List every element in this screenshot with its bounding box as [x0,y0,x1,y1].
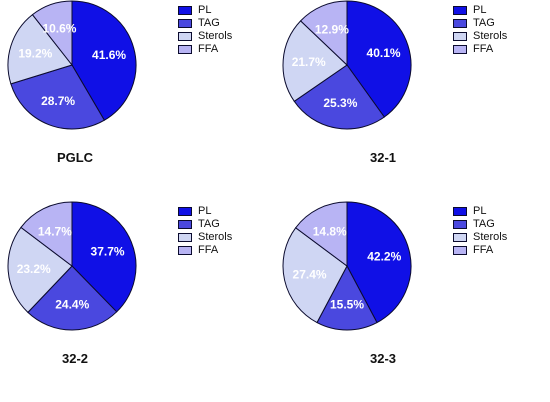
slice-label-tag: 25.3% [323,96,357,110]
legend-label: TAG [198,218,220,230]
slice-label-pl: 40.1% [367,46,401,60]
slice-label-pl: 42.2% [367,250,401,264]
legend-item-ffa: FFA [453,43,549,56]
pie-slice-sterols [282,227,348,324]
pie-panel-32-3: 42.2% 15.5% 27.4% 14.8% 32-3 PL TAG Sterols FFA [275,201,550,402]
legend-swatch [178,19,192,28]
legend-swatch [178,45,192,54]
legend: PL TAG Sterols FFA [178,4,274,56]
pie-svg: 37.7% 24.4% 23.2% 14.7% [7,201,137,331]
pie-title: 32-2 [61,351,89,366]
pie-slice-tag [316,264,378,331]
legend-swatch [453,220,467,229]
pie-slice-sterols [282,20,348,103]
slice-label-pl: 41.6% [92,48,126,62]
legend-item-ffa: FFA [453,244,549,257]
legend-item-ffa: FFA [178,244,274,257]
pie-slice-pl [71,201,137,313]
pie-panel-pglc: 41.6% 28.7% 19.2% 10.6% PGLC PL TAG Sterols FFA [0,0,275,201]
legend-label: FFA [198,43,219,55]
legend-swatch [453,207,467,216]
legend-item-pl: PL [178,205,274,218]
legend-item-sterols: Sterols [178,231,274,244]
legend-label: FFA [473,43,494,55]
pie-slice-pl [346,0,412,118]
legend-swatch [178,220,192,229]
slice-label-tag: 15.5% [330,297,364,311]
slice-label-ffa: 10.6% [42,22,76,36]
legend-item-tag: TAG [453,17,549,30]
legend-label: PL [473,205,487,217]
legend-swatch [178,32,192,41]
pie-slice-ffa [20,201,73,268]
legend-swatch [178,207,192,216]
legend-label: PL [198,4,212,16]
legend: PL TAG Sterols FFA [453,205,549,257]
legend-label: FFA [473,244,494,256]
legend-item-tag: TAG [178,218,274,231]
legend-label: PL [198,205,212,217]
slice-label-sterols: 19.2% [18,47,52,61]
pie-slice-ffa [31,0,73,67]
pie-slice-sterols [7,226,73,314]
legend-label: TAG [473,218,495,230]
legend-item-sterols: Sterols [453,231,549,244]
legend-item-pl: PL [178,4,274,17]
pie-slice-tag [10,64,106,130]
pie-svg: 42.2% 15.5% 27.4% 14.8% [282,201,412,331]
legend-label: TAG [473,17,495,29]
legend: PL TAG Sterols FFA [453,4,549,56]
legend-swatch [453,32,467,41]
legend-item-pl: PL [453,4,549,17]
pie-slice-tag [27,265,118,331]
pie-slice-pl [346,201,412,324]
legend-swatch [453,6,467,15]
slice-label-pl: 37.7% [91,245,125,259]
legend-label: Sterols [473,231,508,243]
legend-label: TAG [198,17,220,29]
pie-slice-tag [293,64,385,130]
legend-item-tag: TAG [453,218,549,231]
legend-label: Sterols [198,30,233,42]
legend-swatch [178,246,192,255]
legend-label: PL [473,4,487,16]
legend: PL TAG Sterols FFA [178,205,274,257]
pie-svg: 40.1% 25.3% 21.7% 12.9% [282,0,412,130]
pie-title: 32-3 [369,351,397,366]
legend-swatch [453,233,467,242]
legend-swatch [453,45,467,54]
legend-item-tag: TAG [178,17,274,30]
legend-swatch [178,6,192,15]
legend-item-sterols: Sterols [178,30,274,43]
legend-item-pl: PL [453,205,549,218]
pie-svg: 41.6% 28.7% 19.2% 10.6% [7,0,137,130]
pie-slice-sterols [7,13,73,85]
pie-slice-pl [71,0,137,121]
legend-label: Sterols [198,231,233,243]
slice-label-tag: 28.7% [41,94,75,108]
slice-label-tag: 24.4% [55,297,89,311]
slice-label-ffa: 14.7% [38,225,72,239]
legend-item-sterols: Sterols [453,30,549,43]
pie-panel-32-2: 37.7% 24.4% 23.2% 14.7% 32-2 PL TAG Sterols FFA [0,201,275,402]
legend-swatch [178,233,192,242]
pie-slice-ffa [294,201,348,267]
pie-title: PGLC [56,150,94,165]
pie-title: 32-1 [369,150,397,165]
legend-label: Sterols [473,30,508,42]
legend-label: FFA [198,244,219,256]
legend-swatch [453,19,467,28]
slice-label-sterols: 21.7% [292,55,326,69]
slice-label-sterols: 27.4% [293,267,327,281]
legend-item-ffa: FFA [178,43,274,56]
slice-label-ffa: 14.8% [313,225,347,239]
legend-swatch [453,246,467,255]
pie-slice-ffa [299,0,348,67]
slice-label-sterols: 23.2% [17,262,51,276]
pie-panel-32-1: 40.1% 25.3% 21.7% 12.9% 32-1 PL TAG Sterols FFA [275,0,550,201]
slice-label-ffa: 12.9% [315,23,349,37]
